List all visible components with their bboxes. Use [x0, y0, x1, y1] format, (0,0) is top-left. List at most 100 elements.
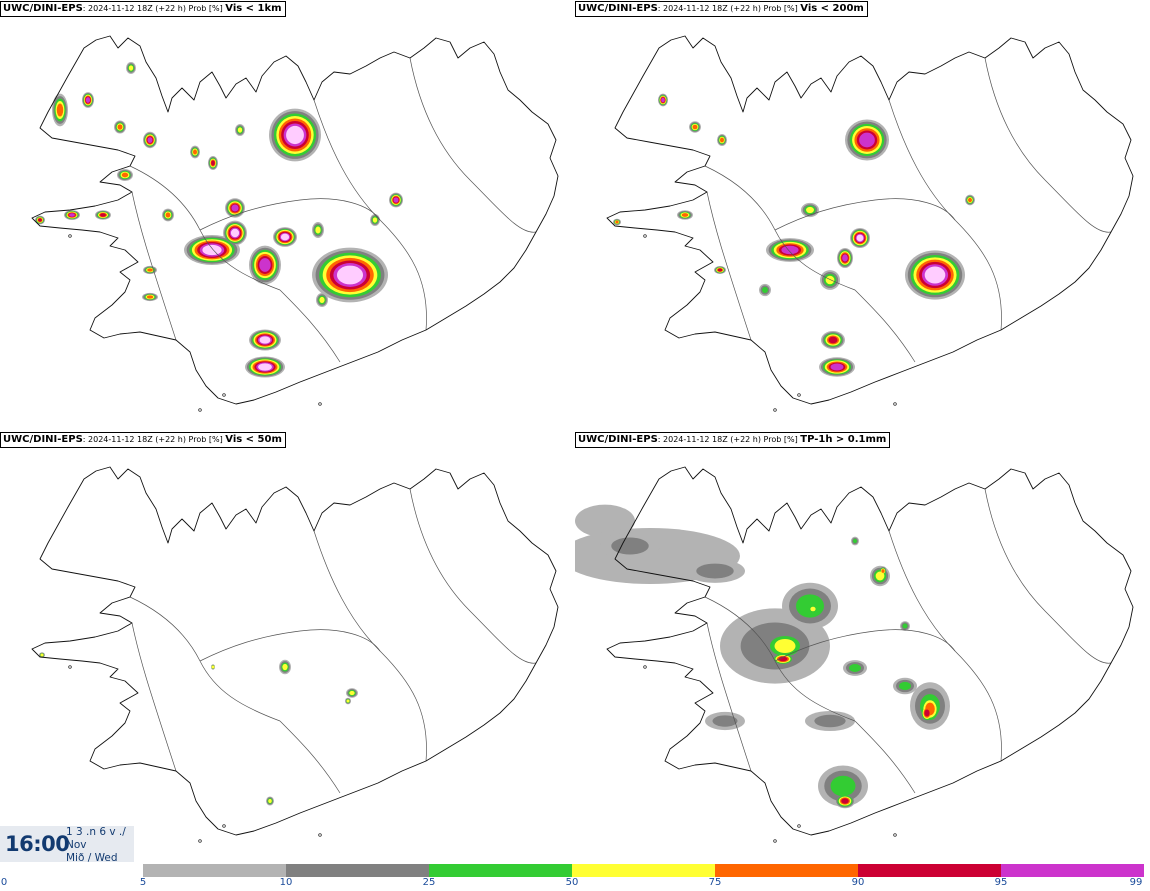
panel-title: UWC/DINI-EPS: 2024-11-12 18Z (+22 h) Pro… — [0, 1, 286, 17]
region-border-5 — [279, 289, 341, 363]
island-4 — [68, 234, 72, 238]
prob-contour-95 — [842, 254, 848, 262]
probability-field — [613, 93, 975, 377]
valid-date-line1: 1 3 .n 6 v ./ — [66, 826, 126, 838]
prob-contour-50 — [128, 65, 134, 71]
prob-contour-75 — [56, 103, 64, 117]
prob-contour-95 — [661, 97, 665, 103]
prob-contour-90 — [38, 218, 42, 222]
variable-name: TP-1h > 0.1mm — [800, 434, 887, 445]
island-2 — [797, 824, 801, 828]
prob-contour-75 — [615, 220, 619, 224]
prob-contour-50 — [774, 639, 796, 653]
island-3 — [893, 402, 897, 406]
prob-contour-5 — [575, 504, 635, 538]
prob-contour-99 — [286, 125, 304, 145]
prob-contour-90 — [717, 268, 723, 272]
map-panel-precip: UWC/DINI-EPS: 2024-11-12 18Z (+22 h) Pro… — [575, 431, 1150, 862]
prob-contour-10 — [611, 537, 649, 555]
island-3 — [318, 402, 322, 406]
valid-date-line3: Mið / Wed — [66, 852, 118, 864]
island-3 — [318, 833, 322, 837]
prob-contour-99 — [258, 363, 272, 371]
valid-date-line2: Nov — [66, 839, 87, 851]
prob-contour-95 — [859, 132, 875, 148]
run-info: 2024-11-12 18Z (+22 h) Prob [%] — [663, 4, 798, 13]
prob-contour-10 — [696, 563, 734, 579]
region-border-3 — [774, 198, 956, 231]
probability-field — [35, 62, 403, 378]
prob-contour-95 — [69, 213, 75, 217]
legend-tick-label: 99 — [1129, 877, 1143, 888]
legend-segment-95-99 — [1001, 864, 1144, 877]
run-info: 2024-11-12 18Z (+22 h) Prob [%] — [88, 4, 223, 13]
island-1 — [198, 839, 202, 843]
island-3 — [893, 833, 897, 837]
legend-tick-label: 95 — [994, 877, 1008, 888]
prob-contour-90 — [924, 709, 930, 717]
prob-contour-50 — [319, 296, 325, 304]
prob-contour-75 — [692, 124, 698, 130]
model-name: UWC/DINI-EPS — [3, 3, 83, 14]
island-2 — [222, 824, 226, 828]
prob-contour-99 — [202, 244, 222, 256]
legend-segment-10-25 — [286, 864, 429, 877]
prob-contour-25 — [902, 623, 908, 629]
prob-contour-25 — [849, 664, 861, 672]
run-info: 2024-11-12 18Z (+22 h) Prob [%] — [88, 435, 223, 444]
prob-contour-25 — [899, 681, 911, 691]
run-info: 2024-11-12 18Z (+22 h) Prob [%] — [663, 435, 798, 444]
prob-contour-10 — [814, 714, 846, 728]
legend-segment-25-50 — [429, 864, 572, 877]
map-panel-vis-200m: UWC/DINI-EPS: 2024-11-12 18Z (+22 h) Pro… — [575, 0, 1150, 431]
region-border-3 — [199, 629, 381, 662]
map-canvas-precip — [575, 466, 1134, 843]
model-name: UWC/DINI-EPS — [3, 434, 83, 445]
variable-name: Vis < 50m — [225, 434, 282, 445]
prob-contour-99 — [336, 265, 364, 285]
prob-contour-50 — [282, 663, 288, 671]
prob-contour-75 — [146, 295, 154, 299]
map-canvas-vis-50m — [31, 466, 559, 843]
iceland-coastline — [31, 466, 559, 836]
probability-color-legend: 0 5 10 25 50 75 90 95 99 — [0, 862, 1150, 891]
prob-contour-25 — [853, 538, 857, 544]
legend-tick-label: 5 — [139, 877, 147, 888]
legend-tick-label: 50 — [565, 877, 579, 888]
prob-contour-95 — [781, 245, 799, 255]
prob-contour-50 — [372, 217, 378, 223]
prob-contour-75 — [968, 197, 972, 203]
region-border-1 — [129, 596, 281, 722]
valid-time: 16:00 — [5, 832, 70, 856]
prob-contour-50 — [315, 226, 321, 234]
region-border-2 — [313, 530, 427, 762]
prob-contour-75 — [117, 124, 123, 130]
panel-title: UWC/DINI-EPS: 2024-11-12 18Z (+22 h) Pro… — [575, 1, 868, 17]
variable-name: Vis < 1km — [225, 3, 282, 14]
legend-tick-label: 25 — [422, 877, 436, 888]
region-border-6 — [131, 622, 177, 772]
legend-segment-75-90 — [715, 864, 858, 877]
legend-tick-label: 10 — [279, 877, 293, 888]
island-1 — [773, 839, 777, 843]
island-1 — [198, 408, 202, 412]
region-border-4 — [984, 488, 1112, 664]
legend-segment-0-5 — [0, 864, 143, 877]
prob-contour-50 — [349, 690, 355, 696]
prob-contour-95 — [85, 97, 91, 103]
prob-contour-90 — [841, 798, 849, 804]
map-canvas-vis-200m — [606, 35, 1134, 412]
prob-contour-75 — [193, 149, 197, 155]
region-border-3 — [199, 198, 381, 231]
map-canvas-vis-1km — [31, 35, 559, 412]
prob-contour-95 — [393, 197, 399, 203]
prob-contour-95 — [147, 137, 153, 143]
region-border-6 — [706, 191, 752, 341]
region-border-4 — [409, 488, 537, 664]
region-border-5 — [279, 720, 341, 794]
panel-title: UWC/DINI-EPS: 2024-11-12 18Z (+22 h) Pro… — [0, 432, 286, 448]
legend-tick-label: 90 — [851, 877, 865, 888]
region-border-4 — [984, 57, 1112, 233]
prob-contour-75 — [121, 172, 129, 178]
prob-contour-25 — [830, 775, 856, 797]
